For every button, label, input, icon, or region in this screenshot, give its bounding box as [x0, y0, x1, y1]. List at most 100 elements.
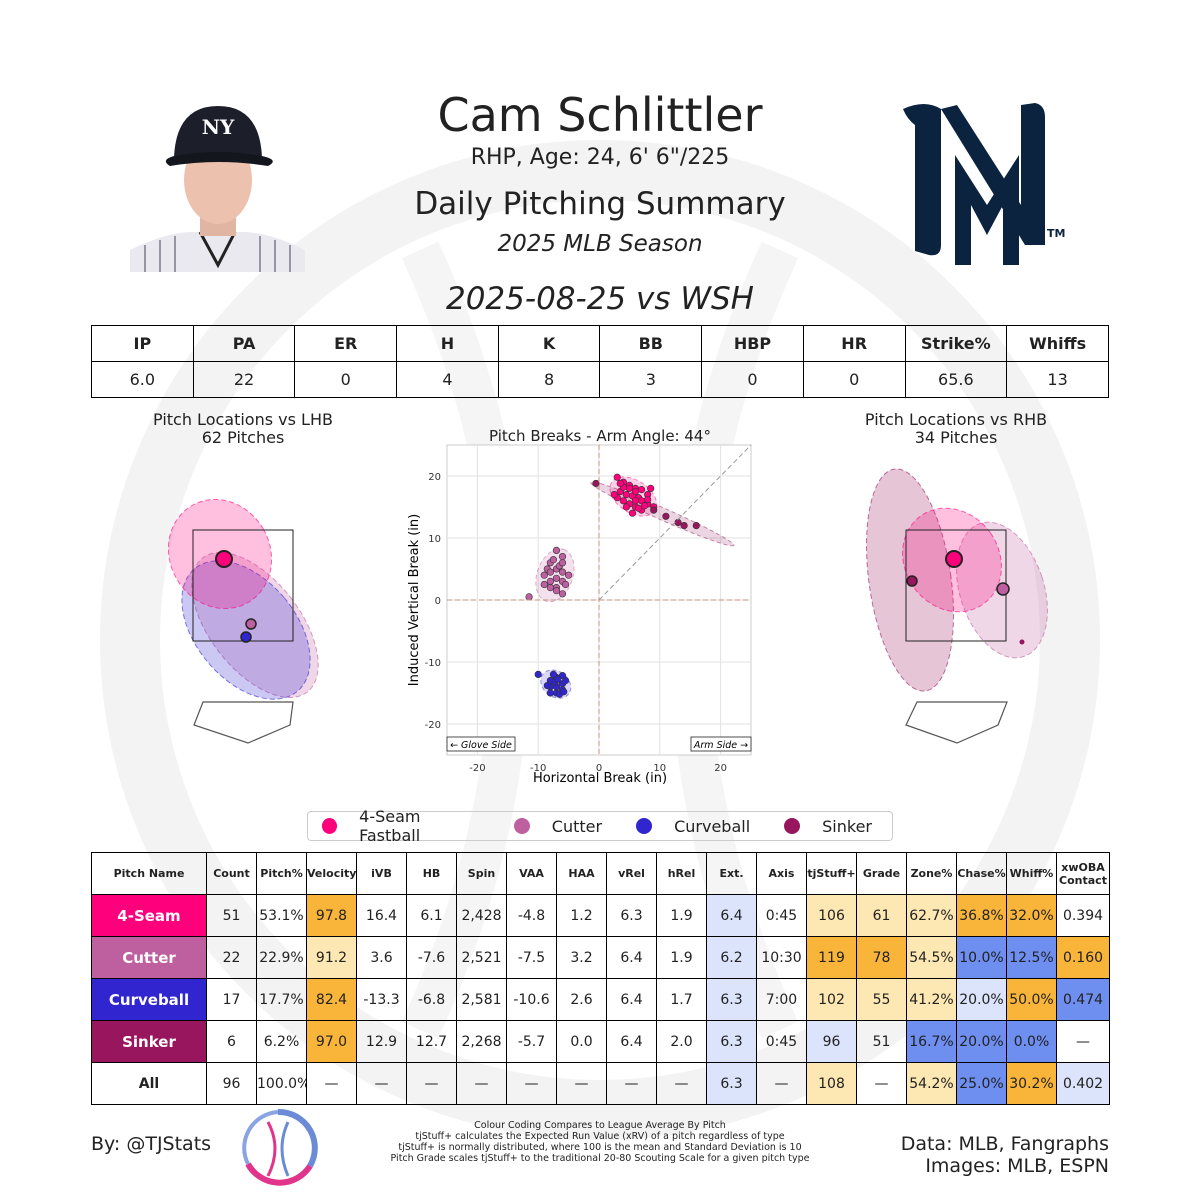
table-cell: 119 — [806, 936, 857, 979]
table-cell: 0.474 — [1056, 978, 1110, 1021]
pitch-name-cell: Curveball — [91, 978, 207, 1021]
table-cell: 6.4 — [606, 978, 657, 1021]
table-cell: 6.3 — [706, 978, 757, 1021]
table-cell: 50.0% — [1006, 978, 1057, 1021]
table-cell: 82.4 — [306, 978, 357, 1021]
table-cell: 22 — [206, 936, 257, 979]
break-point — [549, 556, 557, 564]
break-chart-title: Pitch Breaks - Arm Angle: 44° — [489, 427, 711, 445]
home-plate — [193, 701, 294, 744]
table-cell: 106 — [806, 894, 857, 937]
cap-logo: NY — [202, 115, 235, 139]
pitch-table-header-row: Pitch Name Count Pitch% Velocity iVB HB Spin VA… — [91, 852, 1110, 895]
x-tick-label: -20 — [469, 763, 485, 774]
table-cell: 0.160 — [1056, 936, 1110, 979]
stat-header: Whiffs — [1006, 325, 1109, 362]
break-point — [561, 580, 570, 589]
table-cell: — — [556, 1062, 607, 1105]
column-header: hRel — [656, 852, 707, 895]
table-cell: 91.2 — [306, 936, 357, 979]
table-cell: — — [456, 1062, 507, 1105]
break-chart-points — [525, 473, 700, 698]
column-header: tjStuff+ — [806, 852, 857, 895]
table-cell: — — [756, 1062, 807, 1105]
break-point — [554, 675, 562, 683]
y-tick-label: 0 — [435, 596, 441, 607]
rhb-plot-title: Pitch Locations vs RHB 34 Pitches — [826, 411, 1086, 447]
break-point — [692, 521, 700, 530]
table-cell: 97.8 — [306, 894, 357, 937]
player-info: RHP, Age: 24, 6' 6"/225 — [470, 145, 730, 170]
table-cell: 6.1 — [406, 894, 457, 937]
summary-header-row: IP PA ER H K BB HBP HR Strike% Whiffs — [91, 325, 1109, 362]
column-header: Velocity — [306, 852, 357, 895]
table-cell: -7.6 — [406, 936, 457, 979]
table-cell: 51 — [206, 894, 257, 937]
stat-header: BB — [599, 325, 703, 362]
column-header: Pitch% — [256, 852, 307, 895]
table-cell: 10:30 — [756, 936, 807, 979]
table-cell: 16.4 — [356, 894, 407, 937]
footnote-line: Pitch Grade scales tjStuff+ to the tradi… — [390, 1153, 810, 1164]
author-credit: By: @TJStats — [91, 1133, 212, 1155]
stat-value: 4 — [396, 361, 499, 398]
lhb-pitch-count: 62 Pitches — [201, 428, 285, 447]
table-cell: -5.7 — [506, 1020, 557, 1063]
break-point — [625, 484, 633, 493]
arm-side-label: Arm Side → — [693, 740, 748, 751]
pitch-table-row: Cutter 22 22.9% 91.2 3.6 -7.6 2,521 -7.5 3.2 6.4 1… — [91, 936, 1110, 979]
column-header: Ext. — [706, 852, 757, 895]
x-tick-label: 20 — [714, 763, 727, 774]
break-point — [650, 506, 658, 514]
break-point — [552, 587, 561, 595]
stat-header: Strike% — [904, 325, 1008, 362]
break-point — [616, 479, 624, 488]
glove-side-box — [446, 736, 516, 752]
table-cell: — — [356, 1062, 407, 1105]
pitch-name-cell: All — [91, 1062, 207, 1105]
lhb-plot-title: Pitch Locations vs LHB 62 Pitches — [113, 411, 373, 447]
x-axis-label: Horizontal Break (in) — [533, 771, 667, 786]
pitch-legend: 4-Seam Fastball Cutter Curveball Sinker — [307, 807, 893, 845]
table-cell: — — [1056, 1020, 1110, 1063]
stat-header: HBP — [701, 325, 804, 362]
table-cell: 6.4 — [606, 1020, 657, 1063]
pitch-break-chart: Pitch Breaks - Arm Angle: 44° -20 -10 0 10 2… — [407, 427, 752, 786]
footnote-line: Colour Coding Compares to League Average… — [474, 1120, 726, 1131]
stat-value: 3 — [599, 361, 703, 398]
image-credit: Images: MLB, ESPN — [925, 1155, 1109, 1177]
summary-title: Daily Pitching Summary — [414, 186, 786, 222]
break-point — [565, 571, 573, 579]
column-header: HB — [406, 852, 457, 895]
break-point — [662, 512, 670, 520]
arm-side-box — [690, 736, 752, 752]
break-point — [613, 473, 621, 481]
table-cell: 6.4 — [706, 894, 757, 937]
column-header: VAA — [506, 852, 557, 895]
table-cell: 0.0% — [1006, 1020, 1057, 1063]
table-cell: 54.2% — [906, 1062, 957, 1105]
table-cell: 22.9% — [256, 936, 307, 979]
column-header: Whiff% — [1006, 852, 1057, 895]
table-cell: 1.2 — [556, 894, 607, 937]
table-cell: 62.7% — [906, 894, 957, 937]
column-header: Axis — [756, 852, 807, 895]
pitch-table-row: Sinker 6 6.2% 97.0 12.9 12.7 2,268 -5.7 0.0 6.4 2.… — [91, 1020, 1110, 1063]
home-plate — [905, 701, 1008, 744]
trademark-mark: TM — [1047, 227, 1065, 240]
table-cell: 25.0% — [956, 1062, 1007, 1105]
pitch-metrics-table: Pitch Name Count Pitch% Velocity iVB HB Spin VA… — [91, 852, 1110, 1105]
table-cell: 2,581 — [456, 978, 507, 1021]
table-cell: 55 — [856, 978, 907, 1021]
table-cell: — — [506, 1062, 557, 1105]
rhb-pitch-count: 34 Pitches — [914, 428, 998, 447]
stat-header: ER — [294, 325, 398, 362]
table-cell: 20.0% — [956, 1020, 1007, 1063]
table-cell: 12.5% — [1006, 936, 1057, 979]
legend-marker — [513, 818, 530, 834]
lhb-location-plot — [167, 498, 319, 744]
stat-value: 0 — [802, 361, 906, 398]
table-cell: 100.0% — [256, 1062, 307, 1105]
break-point — [549, 670, 557, 678]
table-cell: -7.5 — [506, 936, 557, 979]
